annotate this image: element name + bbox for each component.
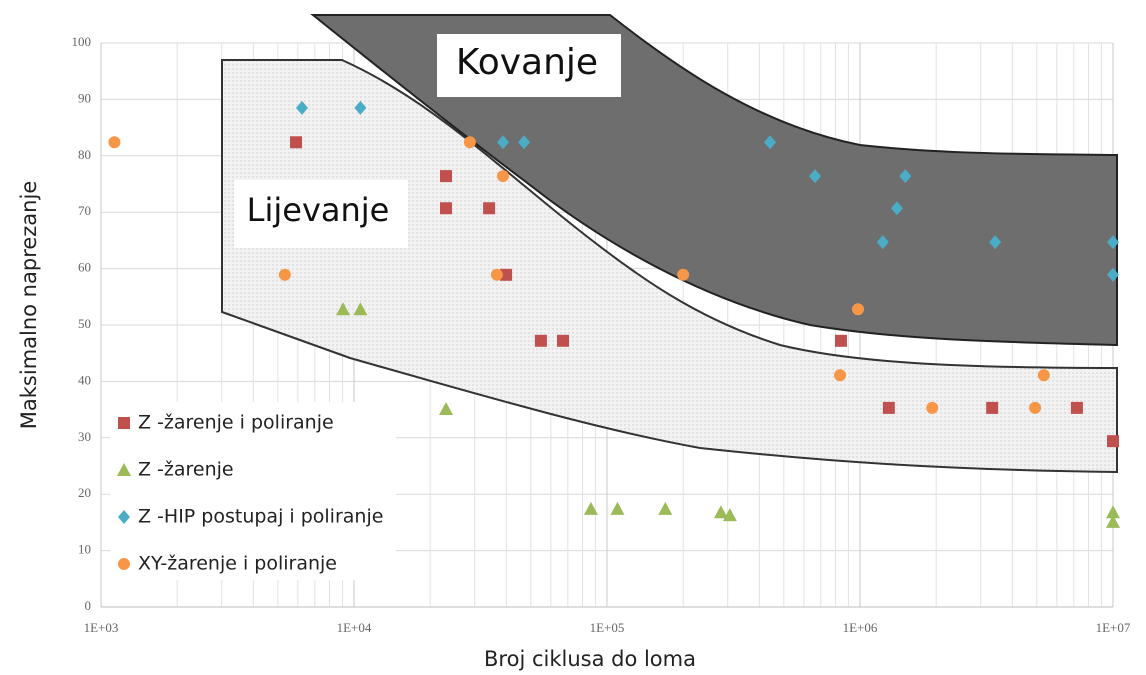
y-tick-label: 70 <box>78 203 91 218</box>
marker <box>483 202 496 215</box>
marker <box>876 235 889 250</box>
marker <box>496 170 509 183</box>
marker <box>518 135 531 150</box>
x-tick-label: 1E+04 <box>337 620 372 635</box>
x-tick-label: 1E+05 <box>590 620 625 635</box>
marker <box>534 334 547 347</box>
legend-label: Z -HIP postupaj i poliranje <box>138 506 383 528</box>
marker <box>1106 514 1120 528</box>
casting-region <box>221 59 1118 474</box>
y-tick-label: 40 <box>78 372 91 387</box>
marker <box>353 302 368 316</box>
y-tick-label: 20 <box>78 485 91 500</box>
label-box <box>234 180 408 248</box>
y-tick-label: 30 <box>78 429 91 444</box>
marker <box>354 100 367 115</box>
marker <box>118 510 130 524</box>
forging-region <box>310 14 1118 347</box>
annotation: Lijevanje <box>247 191 390 229</box>
legend-label: XY-žarenje i poliranje <box>138 553 337 575</box>
y-tick-label: 100 <box>72 34 92 49</box>
marker <box>1037 369 1050 382</box>
marker <box>439 202 452 215</box>
label-box <box>437 34 621 97</box>
marker <box>722 508 737 522</box>
x-tick-label: 1E+06 <box>843 620 878 635</box>
marker <box>490 268 503 281</box>
marker <box>713 505 728 519</box>
marker <box>439 170 452 183</box>
marker <box>118 558 130 570</box>
marker <box>989 235 1002 250</box>
marker <box>764 135 777 150</box>
marker <box>117 463 131 476</box>
marker <box>556 334 569 347</box>
marker <box>834 334 847 347</box>
marker <box>677 268 690 281</box>
marker <box>278 268 291 281</box>
x-tick-label: 1E+03 <box>84 620 119 635</box>
marker <box>296 100 309 115</box>
marker <box>583 501 598 515</box>
y-tick-label: 90 <box>78 90 91 105</box>
marker <box>890 201 903 216</box>
legend-box <box>110 402 396 580</box>
x-axis-label: Broj ciklusa do loma <box>484 647 696 671</box>
x-tick-label: 1E+07 <box>1096 620 1131 635</box>
y-tick-label: 50 <box>78 316 91 331</box>
annotation: Kovanje <box>456 42 598 83</box>
marker <box>882 401 895 414</box>
marker <box>496 135 509 150</box>
marker <box>1107 435 1119 448</box>
marker <box>1029 401 1042 414</box>
marker <box>610 501 625 515</box>
marker <box>852 303 865 316</box>
y-tick-label: 0 <box>85 598 92 613</box>
marker <box>118 417 130 429</box>
marker <box>809 169 822 184</box>
marker <box>1107 267 1119 282</box>
marker <box>336 302 351 316</box>
marker <box>1106 505 1120 519</box>
marker <box>290 136 303 149</box>
marker <box>500 268 513 281</box>
legend-label: Z -žarenje <box>138 459 234 481</box>
y-axis-label: Maksimalno naprezanje <box>17 181 41 429</box>
marker <box>658 501 673 515</box>
marker <box>899 169 912 184</box>
marker <box>1070 401 1083 414</box>
marker <box>108 136 121 149</box>
legend-label: Z -žarenje i poliranje <box>138 412 334 434</box>
y-tick-label: 60 <box>78 260 91 275</box>
y-tick-label: 10 <box>78 542 91 557</box>
marker <box>438 402 453 416</box>
y-tick-label: 80 <box>78 147 91 162</box>
marker <box>834 369 847 382</box>
marker <box>926 401 939 414</box>
marker <box>1107 235 1119 250</box>
marker <box>986 401 999 414</box>
marker <box>463 136 476 149</box>
